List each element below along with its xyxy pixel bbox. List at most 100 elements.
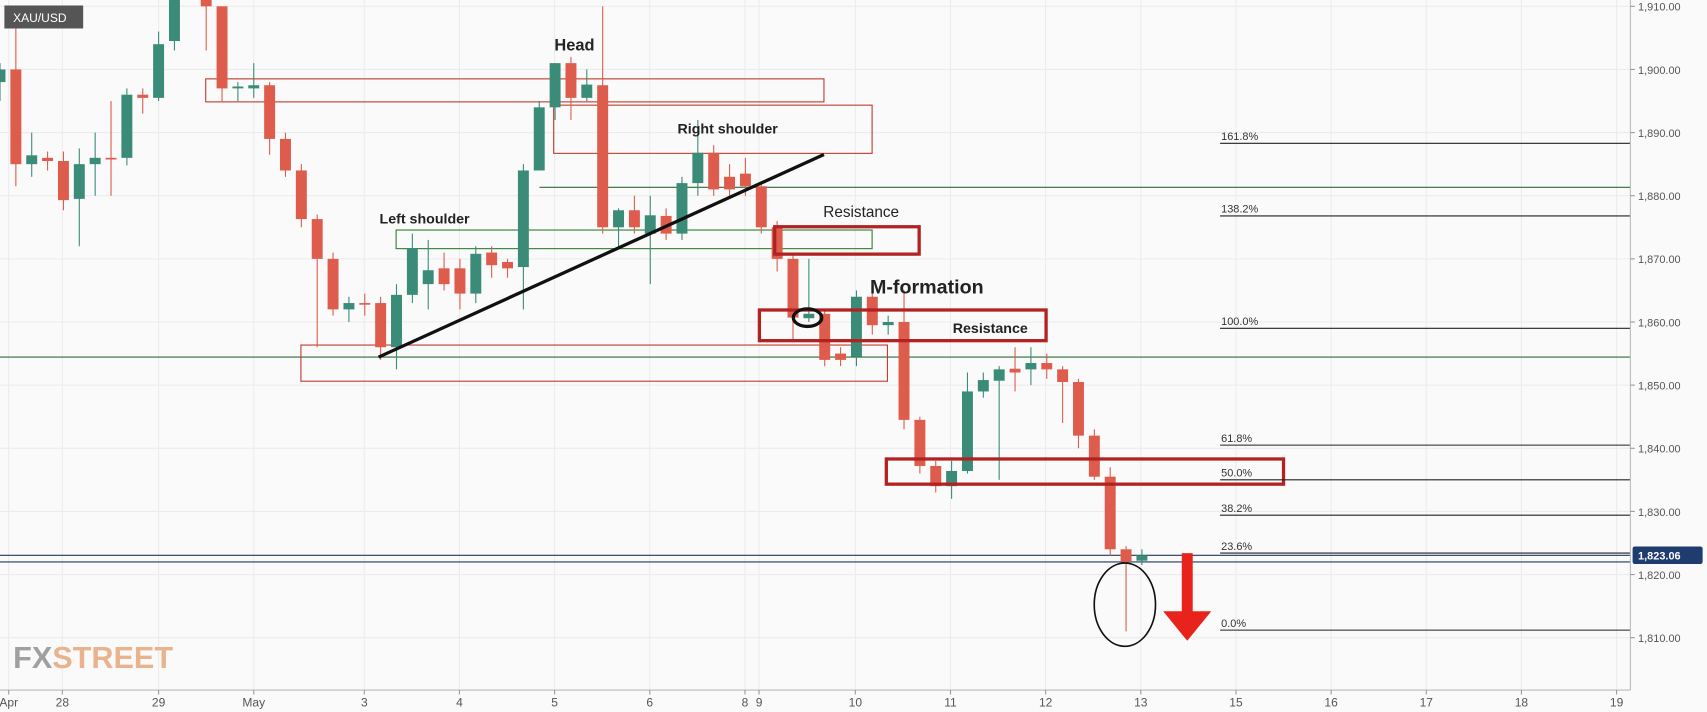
candle-body bbox=[1120, 549, 1132, 562]
candle-body bbox=[1025, 363, 1037, 370]
x-tick-label: 5 bbox=[551, 696, 558, 710]
fib-label: 23.6% bbox=[1221, 541, 1252, 553]
candle-body bbox=[597, 85, 609, 228]
symbol: XAU/USD bbox=[13, 11, 67, 25]
annotation: Resistance bbox=[823, 204, 899, 221]
y-tick-label: 1,880.00 bbox=[1638, 191, 1681, 203]
candle-body bbox=[121, 94, 133, 158]
fib-label: 61.8% bbox=[1221, 433, 1252, 445]
x-tick-label: 13 bbox=[1134, 696, 1148, 710]
candle-body bbox=[850, 296, 862, 357]
candle-body bbox=[422, 270, 434, 285]
last-price-box bbox=[1632, 546, 1703, 564]
annotation: Resistance bbox=[953, 321, 1028, 337]
x-tick-label: 19 bbox=[1610, 696, 1624, 710]
logo-part: FX bbox=[13, 641, 53, 675]
zone-box bbox=[205, 78, 825, 103]
candle-body bbox=[248, 85, 260, 89]
candle-body bbox=[1009, 368, 1021, 373]
x-tick-label: 29 bbox=[152, 696, 166, 710]
y-tick-label: 1,820.00 bbox=[1638, 570, 1681, 582]
labels: XAU/USD FXSTREET bbox=[4, 5, 173, 675]
y-tick-label: 1,850.00 bbox=[1638, 381, 1681, 393]
y-tick-label: 1,840.00 bbox=[1638, 444, 1681, 456]
x-tick-label: 6 bbox=[646, 696, 653, 710]
x-tick-label: 17 bbox=[1420, 696, 1434, 710]
highlight-circle bbox=[791, 307, 824, 329]
x-tick-label: 8 bbox=[742, 696, 749, 710]
candle-body bbox=[517, 170, 529, 268]
candle-body bbox=[581, 84, 593, 98]
y-tick-label: 1,910.00 bbox=[1638, 2, 1681, 14]
candle-body bbox=[406, 248, 418, 295]
trend-line bbox=[377, 152, 825, 359]
resistance-box bbox=[757, 308, 1048, 343]
candle-body bbox=[470, 253, 482, 294]
candle-body bbox=[89, 157, 101, 165]
x-tick-label: May bbox=[242, 696, 265, 710]
candle-body bbox=[343, 303, 355, 310]
candle-body bbox=[327, 258, 339, 310]
highlight-circle bbox=[1093, 562, 1157, 648]
candle-body bbox=[57, 161, 69, 201]
candle-body bbox=[803, 313, 815, 319]
candle-body bbox=[708, 152, 720, 190]
candle-body bbox=[153, 44, 165, 98]
candle-body bbox=[961, 391, 973, 472]
candle-body bbox=[26, 155, 38, 165]
y-tick-label: 1,900.00 bbox=[1638, 65, 1681, 77]
candle-body bbox=[10, 69, 22, 165]
candle-body bbox=[486, 252, 498, 266]
candle-body bbox=[454, 268, 466, 294]
candle-body bbox=[613, 210, 625, 228]
fib-label: 38.2% bbox=[1221, 503, 1252, 515]
y-tick-label: 1,830.00 bbox=[1638, 507, 1681, 519]
support-box bbox=[884, 457, 1286, 486]
fib-label: 100.0% bbox=[1221, 316, 1258, 328]
candle-body bbox=[565, 63, 577, 98]
candle-body bbox=[232, 86, 244, 89]
candle-body bbox=[835, 353, 847, 360]
annotation: Left shoulder bbox=[380, 211, 470, 227]
x-tick-label: 15 bbox=[1229, 696, 1243, 710]
fib-label: 0.0% bbox=[1221, 618, 1246, 630]
candle-body bbox=[391, 294, 402, 348]
candle-body bbox=[882, 322, 894, 326]
candle-body bbox=[819, 313, 831, 360]
candle-body bbox=[787, 258, 799, 318]
annotation: Head bbox=[554, 36, 594, 54]
candle-body bbox=[359, 303, 371, 305]
fib-label: 50.0% bbox=[1221, 468, 1252, 480]
candle-body bbox=[692, 152, 704, 184]
logo-part: STREET bbox=[52, 641, 173, 675]
x-tick-label: 12 bbox=[1039, 696, 1053, 710]
candle-body bbox=[1088, 435, 1100, 477]
candle-body bbox=[628, 210, 640, 228]
overlays: 161.8% 138.2% 100.0% 61.8% 50.0% 38.2% 23.6% 0.… bbox=[377, 36, 1631, 648]
x-tick-label: 18 bbox=[1515, 696, 1529, 710]
y-tick-label: 1,860.00 bbox=[1638, 317, 1681, 329]
candle-body bbox=[502, 262, 513, 269]
candle-body bbox=[295, 170, 307, 220]
candle-body bbox=[914, 419, 926, 466]
candle-body bbox=[42, 157, 54, 162]
x-tick-label: 9 bbox=[756, 696, 763, 710]
candle-body bbox=[200, 0, 212, 7]
x-tick-label: 28 bbox=[56, 696, 70, 710]
fib-label: 138.2% bbox=[1221, 204, 1258, 216]
candle-body bbox=[930, 465, 942, 487]
x-tick-label: 10 bbox=[849, 696, 863, 710]
candle-body bbox=[137, 94, 149, 98]
candle-body bbox=[264, 85, 276, 139]
candle-body bbox=[1136, 555, 1148, 561]
candle-body bbox=[993, 369, 1005, 381]
resistance-box bbox=[773, 225, 921, 256]
y-tick-label: 1,870.00 bbox=[1638, 254, 1681, 266]
candles bbox=[0, 0, 1148, 632]
x-tick-label: 4 bbox=[456, 696, 463, 710]
candle-body bbox=[0, 69, 6, 83]
symbol-box bbox=[4, 5, 84, 29]
candle-body bbox=[280, 138, 291, 171]
candle-body bbox=[977, 380, 989, 392]
